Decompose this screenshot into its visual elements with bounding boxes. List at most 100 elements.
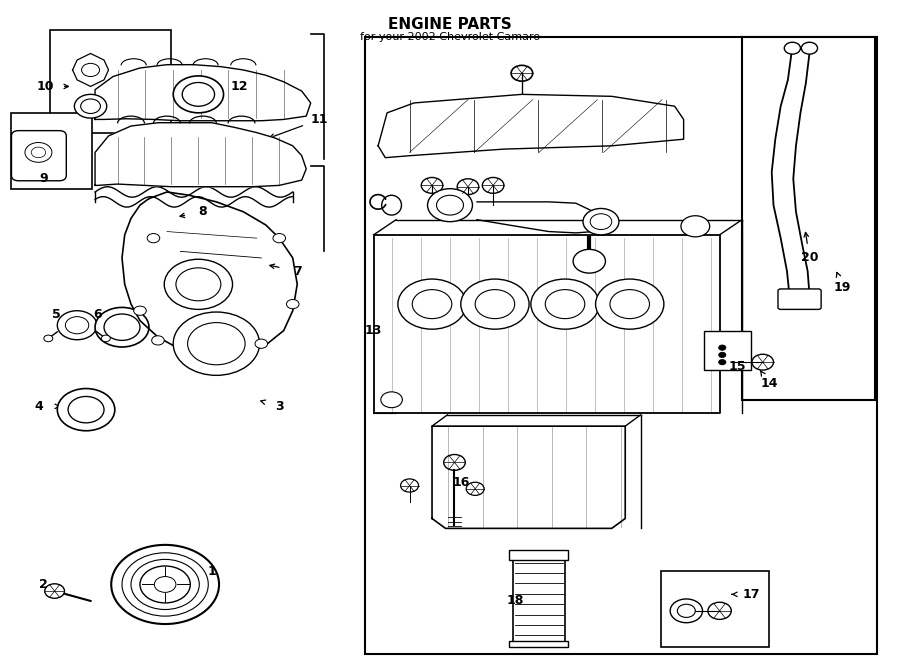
Circle shape — [131, 559, 199, 609]
Circle shape — [82, 63, 100, 77]
Circle shape — [45, 584, 65, 598]
Circle shape — [610, 290, 650, 319]
Circle shape — [25, 143, 52, 163]
Bar — [509, 641, 568, 647]
Text: 5: 5 — [52, 307, 61, 321]
Circle shape — [398, 279, 466, 329]
Circle shape — [596, 279, 664, 329]
Text: 18: 18 — [507, 594, 525, 607]
Text: 20: 20 — [801, 251, 818, 264]
Circle shape — [752, 354, 773, 370]
Circle shape — [412, 290, 452, 319]
Text: 12: 12 — [230, 80, 248, 93]
Circle shape — [444, 455, 465, 471]
Circle shape — [545, 290, 585, 319]
Circle shape — [176, 268, 220, 301]
Circle shape — [400, 479, 418, 492]
Circle shape — [590, 214, 612, 229]
Circle shape — [511, 65, 533, 81]
Polygon shape — [432, 426, 626, 528]
Bar — [513, 558, 565, 644]
Text: 16: 16 — [452, 476, 470, 488]
Polygon shape — [477, 202, 601, 233]
Text: 9: 9 — [40, 173, 48, 185]
Circle shape — [58, 311, 97, 340]
Circle shape — [122, 553, 208, 616]
Circle shape — [719, 360, 726, 365]
Bar — [12, 113, 93, 188]
Text: 1: 1 — [208, 564, 216, 578]
Bar — [662, 571, 769, 647]
Circle shape — [428, 188, 473, 221]
Text: 19: 19 — [834, 281, 851, 294]
Circle shape — [457, 178, 479, 194]
Bar — [364, 37, 877, 654]
Text: 11: 11 — [311, 113, 328, 126]
Bar — [509, 550, 568, 560]
Circle shape — [140, 566, 190, 603]
Circle shape — [286, 299, 299, 309]
Circle shape — [436, 195, 464, 215]
Circle shape — [95, 307, 149, 347]
Bar — [742, 37, 875, 400]
Text: 10: 10 — [37, 80, 54, 93]
Circle shape — [58, 389, 115, 431]
Circle shape — [719, 352, 726, 358]
Circle shape — [134, 306, 147, 315]
Circle shape — [75, 95, 107, 118]
Circle shape — [708, 602, 732, 619]
Circle shape — [255, 339, 267, 348]
Circle shape — [678, 604, 696, 617]
Polygon shape — [73, 54, 109, 87]
Circle shape — [155, 576, 176, 592]
Circle shape — [681, 215, 710, 237]
Circle shape — [531, 279, 599, 329]
Polygon shape — [378, 95, 684, 158]
Text: 4: 4 — [34, 400, 43, 413]
Text: 7: 7 — [292, 264, 302, 278]
Polygon shape — [122, 192, 297, 357]
Polygon shape — [95, 65, 310, 121]
Circle shape — [81, 99, 101, 114]
Circle shape — [104, 314, 140, 340]
Circle shape — [173, 76, 223, 113]
Circle shape — [801, 42, 817, 54]
Circle shape — [44, 335, 53, 342]
Circle shape — [466, 483, 484, 495]
Circle shape — [482, 177, 504, 193]
Circle shape — [173, 312, 259, 375]
Circle shape — [164, 259, 232, 309]
Circle shape — [573, 249, 606, 273]
Circle shape — [102, 335, 111, 342]
Text: 2: 2 — [40, 578, 49, 591]
Polygon shape — [374, 235, 720, 413]
Circle shape — [719, 345, 726, 350]
Circle shape — [461, 279, 529, 329]
FancyBboxPatch shape — [12, 131, 67, 180]
Text: 3: 3 — [275, 400, 284, 413]
Circle shape — [421, 177, 443, 193]
Circle shape — [583, 208, 619, 235]
Text: 15: 15 — [729, 360, 746, 373]
Text: ENGINE PARTS: ENGINE PARTS — [388, 17, 512, 32]
Circle shape — [475, 290, 515, 319]
Circle shape — [381, 392, 402, 408]
Ellipse shape — [382, 195, 401, 215]
Circle shape — [66, 317, 89, 334]
Text: 14: 14 — [760, 377, 778, 390]
FancyBboxPatch shape — [778, 289, 821, 309]
Circle shape — [152, 336, 164, 345]
Text: 6: 6 — [94, 307, 102, 321]
Text: 8: 8 — [199, 206, 207, 218]
Circle shape — [68, 397, 104, 423]
Circle shape — [784, 42, 800, 54]
Text: for your 2002 Chevrolet Camaro: for your 2002 Chevrolet Camaro — [360, 32, 540, 42]
Circle shape — [112, 545, 219, 624]
Text: 13: 13 — [364, 324, 382, 337]
Circle shape — [182, 83, 214, 106]
Bar — [50, 30, 171, 133]
Bar — [705, 330, 751, 370]
Circle shape — [32, 147, 46, 158]
Text: 17: 17 — [742, 588, 760, 601]
Circle shape — [148, 233, 159, 243]
